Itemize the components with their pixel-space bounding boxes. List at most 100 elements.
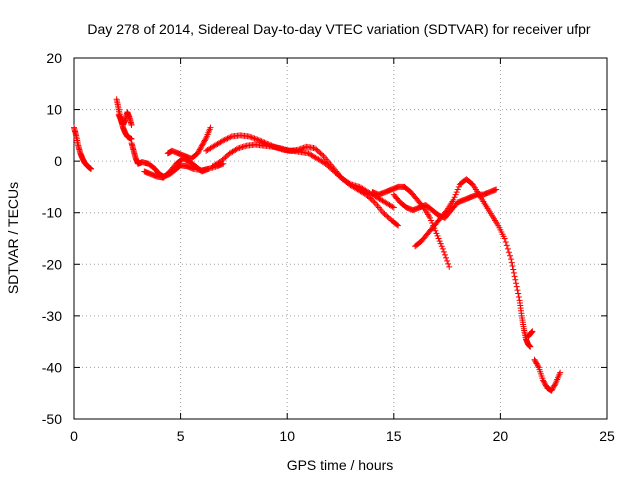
data-point-marker — [220, 137, 227, 144]
data-point-marker — [446, 263, 453, 270]
data-point-marker — [317, 150, 324, 157]
data-point-marker — [341, 177, 348, 184]
data-point-marker — [245, 133, 252, 140]
data-point-marker — [512, 276, 519, 283]
y-tick-label: 20 — [46, 50, 62, 66]
y-tick-label: -30 — [42, 308, 62, 324]
data-series — [71, 96, 564, 394]
data-point-marker — [202, 136, 209, 143]
data-point-marker — [513, 280, 520, 287]
data-point-marker — [453, 189, 460, 196]
data-point-marker — [549, 385, 556, 392]
data-point-marker — [436, 238, 443, 245]
data-point-marker — [296, 146, 303, 153]
data-point-marker — [316, 149, 323, 156]
data-point-marker — [300, 144, 307, 151]
data-point-marker — [451, 194, 458, 201]
data-point-marker — [257, 137, 264, 144]
data-point-marker — [513, 283, 520, 290]
data-point-marker — [502, 238, 509, 245]
data-point-marker — [381, 211, 388, 218]
data-point-marker — [299, 145, 306, 152]
data-point-marker — [440, 248, 447, 255]
data-point-marker — [261, 139, 268, 146]
data-point-marker — [200, 140, 207, 147]
data-point-marker — [434, 232, 441, 239]
data-point-marker — [218, 158, 225, 165]
series-arc6 — [164, 124, 214, 162]
x-tick-label: 15 — [386, 428, 402, 444]
x-tick-label: 0 — [70, 428, 78, 444]
data-point-marker — [313, 146, 320, 153]
data-point-marker — [199, 141, 206, 148]
data-point-marker — [510, 266, 517, 273]
data-point-marker — [227, 134, 234, 141]
data-point-marker — [455, 183, 462, 190]
data-point-marker — [390, 204, 397, 211]
y-tick-label: -20 — [42, 256, 62, 272]
data-point-marker — [250, 134, 257, 141]
data-point-marker — [438, 243, 445, 250]
data-point-marker — [443, 254, 450, 261]
data-point-marker — [364, 192, 371, 199]
data-point-marker — [557, 369, 564, 376]
data-point-marker — [294, 146, 301, 153]
tick-labels: 0 5 10 15 20 25 20 10 0 -10 -20 -30 -40 -50 — [42, 50, 615, 444]
data-point-marker — [196, 147, 203, 154]
y-tick-label: -40 — [42, 359, 62, 375]
data-point-marker — [220, 155, 227, 162]
data-point-marker — [540, 377, 547, 384]
x-axis-label: GPS time / hours — [287, 457, 394, 473]
data-point-marker — [510, 269, 517, 276]
data-point-marker — [248, 134, 255, 141]
data-point-marker — [443, 208, 450, 215]
data-point-marker — [247, 133, 254, 140]
series-arc2 — [113, 96, 135, 142]
grid-lines — [74, 58, 607, 419]
data-point-marker — [368, 196, 375, 203]
data-point-marker — [549, 386, 556, 393]
data-point-marker — [338, 174, 345, 181]
data-point-marker — [311, 145, 318, 152]
data-point-marker — [201, 138, 208, 145]
data-point-marker — [550, 383, 557, 390]
data-point-marker — [527, 343, 534, 350]
x-tick-label: 5 — [177, 428, 185, 444]
data-point-marker — [433, 230, 440, 237]
data-point-marker — [542, 381, 549, 388]
data-point-marker — [441, 251, 448, 258]
data-point-marker — [367, 195, 374, 202]
data-point-marker — [385, 214, 392, 221]
series-arc1 — [71, 124, 95, 172]
data-point-marker — [370, 198, 377, 205]
data-point-marker — [384, 213, 391, 220]
series-arc3 — [115, 109, 135, 129]
series-arc9 — [369, 183, 453, 270]
data-point-marker — [450, 196, 457, 203]
data-point-marker — [195, 149, 202, 156]
data-point-marker — [509, 263, 516, 270]
data-point-marker — [198, 142, 205, 149]
data-point-marker — [198, 143, 205, 150]
data-point-marker — [515, 293, 522, 300]
x-tick-label: 20 — [493, 428, 509, 444]
data-point-marker — [452, 191, 459, 198]
series-arc8 — [209, 141, 402, 229]
data-point-marker — [223, 152, 230, 159]
data-point-marker — [548, 387, 555, 394]
data-point-marker — [508, 256, 515, 263]
axis-ticks — [73, 57, 608, 420]
x-tick-label: 25 — [599, 428, 615, 444]
y-tick-label: -10 — [42, 205, 62, 221]
data-point-marker — [454, 186, 461, 193]
data-point-marker — [514, 287, 521, 294]
data-point-marker — [501, 235, 508, 242]
data-point-marker — [382, 212, 389, 219]
data-point-marker — [363, 191, 370, 198]
data-point-marker — [503, 242, 510, 249]
data-point-marker — [205, 165, 212, 172]
data-point-marker — [221, 136, 228, 143]
plot-frame — [73, 57, 608, 420]
data-point-marker — [435, 235, 442, 242]
